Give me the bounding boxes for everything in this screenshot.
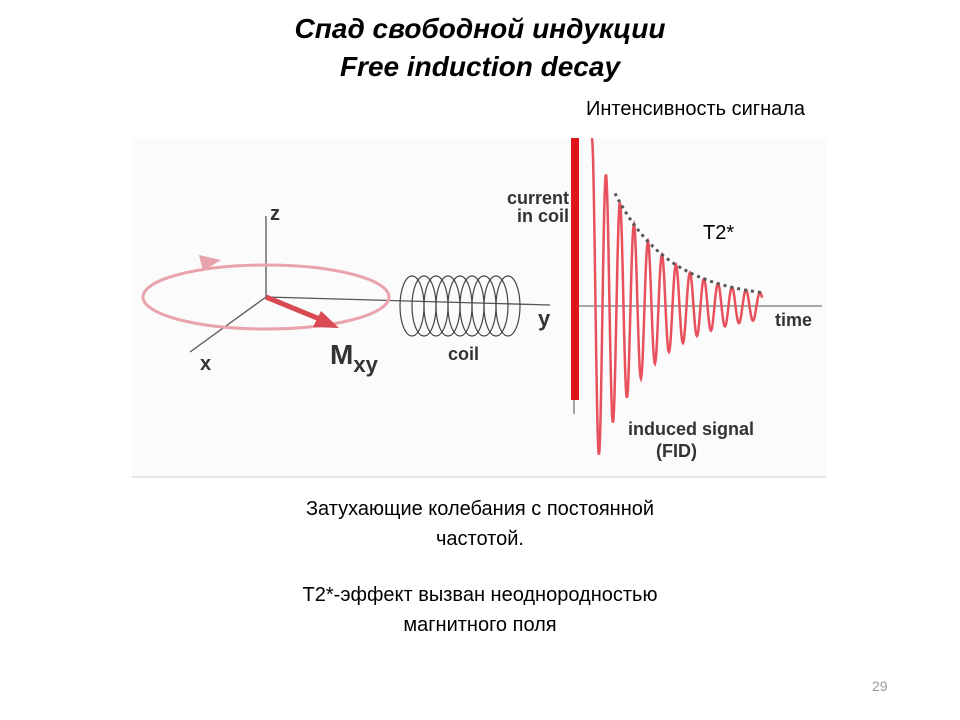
caption-line-1: Затухающие колебания с постоянной <box>305 498 655 520</box>
coil-label: coil <box>448 344 479 364</box>
precession-ellipse <box>141 263 391 331</box>
t2-annotation: T2* <box>703 222 735 244</box>
caption-block-1: Затухающие колебания с постоянной частот… <box>0 494 960 554</box>
caption-line-4: магнитного поля <box>403 614 557 636</box>
current-label-line1: current <box>507 188 569 208</box>
y-axis-label: y <box>538 306 551 331</box>
coordinate-axes <box>189 216 551 353</box>
figure-background <box>132 138 826 478</box>
caption-block-2: T2*-эффект вызван неоднородностью магнит… <box>0 580 960 640</box>
time-axis-label: time <box>775 310 812 330</box>
page-number: 29 <box>872 678 888 694</box>
coil-icon <box>399 275 521 337</box>
fid-diagram: z x y Mxy coil current in coil time indu… <box>132 138 826 478</box>
caption-line-3: T2*-эффект вызван неоднородностью <box>302 584 658 606</box>
x-axis-label: x <box>200 353 211 375</box>
caption-line-2: частотой. <box>436 528 524 550</box>
slide-title-russian: Спад свободной индукции <box>294 13 666 44</box>
intensity-annotation: Интенсивность сигнала <box>586 98 806 120</box>
mxy-main: M <box>330 339 353 370</box>
mxy-label: Mxy <box>330 339 379 377</box>
fid-signal <box>590 138 764 455</box>
intensity-arrow-shaft <box>571 138 579 400</box>
magnetization-vector <box>265 294 323 323</box>
induced-signal-label: induced signal <box>628 419 754 439</box>
z-axis-label: z <box>270 203 280 225</box>
magnetization-arrowhead-icon <box>313 311 339 328</box>
mxy-subscript: xy <box>353 352 378 377</box>
fid-diagram-graphics: z x y Mxy coil current in coil time indu… <box>132 138 826 478</box>
slide-title-english: Free induction decay <box>339 51 621 82</box>
current-label-line2: in coil <box>517 206 569 226</box>
rotation-arrowhead-icon <box>199 255 221 271</box>
fid-label: (FID) <box>656 441 697 461</box>
